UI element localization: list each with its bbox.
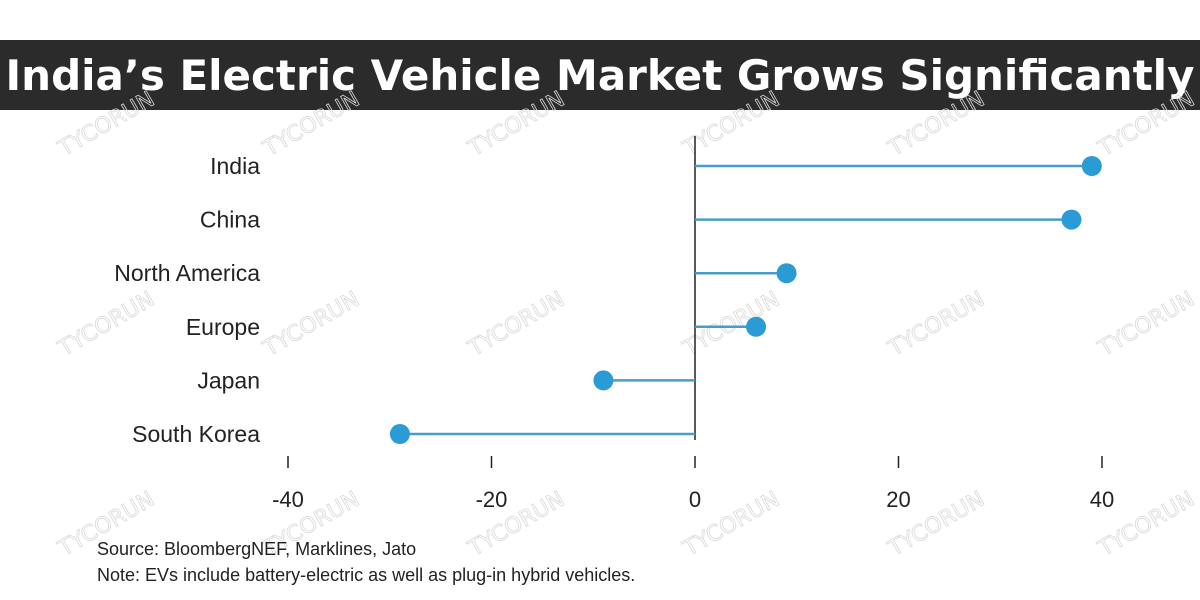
- watermark-text: TYCORUN: [884, 287, 989, 362]
- dot-china: [1061, 209, 1082, 230]
- category-label: North America: [114, 260, 260, 286]
- watermark-text: TYCORUN: [1094, 287, 1199, 362]
- dot-south-korea: [389, 424, 410, 444]
- watermark-text: TYCORUN: [259, 87, 364, 162]
- watermark-text: TYCORUN: [464, 287, 569, 362]
- category-label: Europe: [186, 314, 260, 340]
- dot-north-america: [776, 263, 797, 284]
- source-note: Source: BloombergNEF, Marklines, Jato: [97, 539, 417, 559]
- category-label: China: [200, 207, 260, 233]
- x-tick-label: -20: [476, 487, 508, 512]
- category-label: South Korea: [132, 421, 260, 447]
- dot-europe: [746, 316, 767, 337]
- watermark-text: TYCORUN: [884, 87, 989, 162]
- watermark-text: TYCORUN: [259, 287, 364, 362]
- category-label: Japan: [197, 367, 260, 393]
- dot-layer: [389, 156, 1102, 444]
- category-labels: India China North America Europe Japan South …: [114, 153, 260, 447]
- dot-india: [1081, 156, 1102, 176]
- definition-note: Note: EVs include battery-electric as we…: [97, 565, 636, 585]
- watermark-text: TYCORUN: [1094, 87, 1199, 162]
- watermark-text: TYCORUN: [54, 287, 159, 362]
- x-tick-label: 20: [886, 487, 910, 512]
- title-banner: India’s Electric Vehicle Market Grows Si…: [0, 40, 1200, 110]
- chart-title: India’s Electric Vehicle Market Grows Si…: [5, 50, 1195, 100]
- stem-layer: [399, 164, 1092, 436]
- x-tick-label: -40: [272, 487, 304, 512]
- dot-japan: [593, 370, 614, 391]
- category-label: India: [210, 153, 260, 179]
- watermark-text: TYCORUN: [464, 87, 569, 162]
- x-tick-label: 0: [689, 487, 701, 512]
- watermark-text: TYCORUN: [54, 87, 159, 162]
- x-axis-ticks: -40 -20 0 20 40: [272, 456, 1114, 512]
- x-tick-label: 40: [1090, 487, 1114, 512]
